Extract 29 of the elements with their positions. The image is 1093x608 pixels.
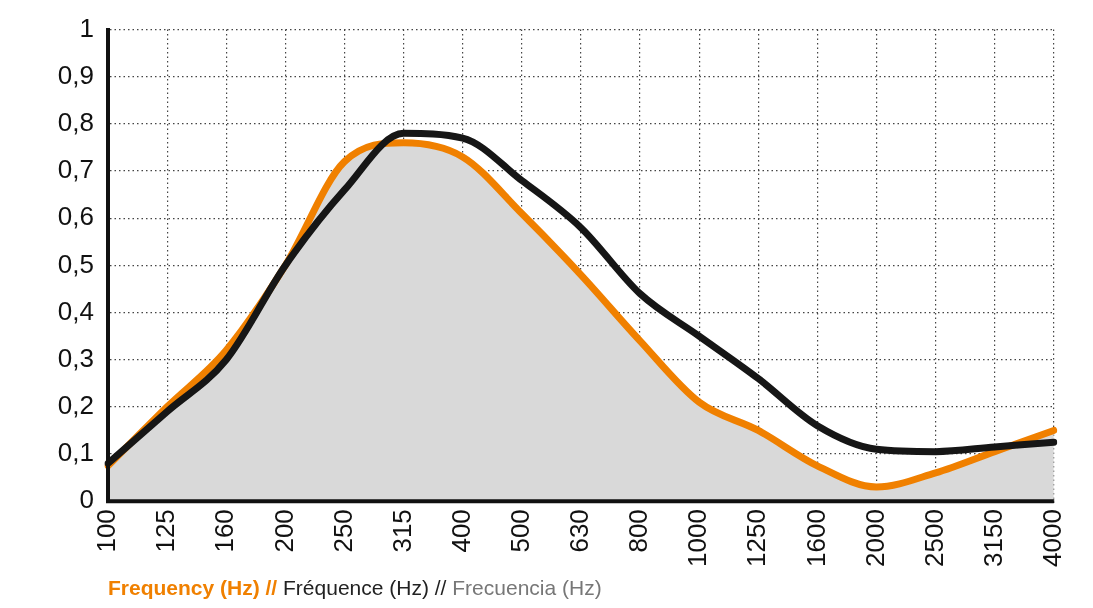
y-tick-label: 0,5 [57,248,94,279]
x-tick-label: 100 [91,509,122,553]
x-tick-label: 500 [504,509,535,553]
y-tick-label: 0,1 [57,437,94,468]
x-tick-label: 400 [445,509,476,553]
x-axis-title: Frequency (Hz) // Fréquence (Hz) // Frecuencia (Hz) [108,576,602,599]
x-tick-label: 2000 [859,509,890,567]
y-tick-label: 0,3 [57,342,94,373]
y-tick-label: 0,2 [57,390,94,421]
x-tick-label: 630 [564,509,595,553]
x-tick-label: 3150 [977,509,1008,567]
y-tick-label: 0,4 [57,295,94,326]
y-tick-label: 0,8 [57,107,94,138]
y-tick-label: 1 [79,12,94,43]
x-tick-label: 200 [268,509,299,553]
x-tick-label: 800 [623,509,654,553]
x-tick-label: 250 [327,509,358,553]
x-tick-label: 4000 [1036,509,1067,567]
x-tick-label: 160 [209,509,240,553]
x-tick-label: 1250 [741,509,772,567]
y-tick-label: 0,9 [57,59,94,90]
x-tick-label: 125 [150,509,181,553]
x-tick-label: 2500 [918,509,949,567]
x-tick-label: 1600 [800,509,831,567]
x-tick-label: 315 [386,509,417,553]
y-tick-label: 0 [79,484,94,515]
y-tick-label: 0,6 [57,201,94,232]
x-tick-label: 1000 [682,509,713,567]
y-tick-label: 0,7 [57,154,94,185]
